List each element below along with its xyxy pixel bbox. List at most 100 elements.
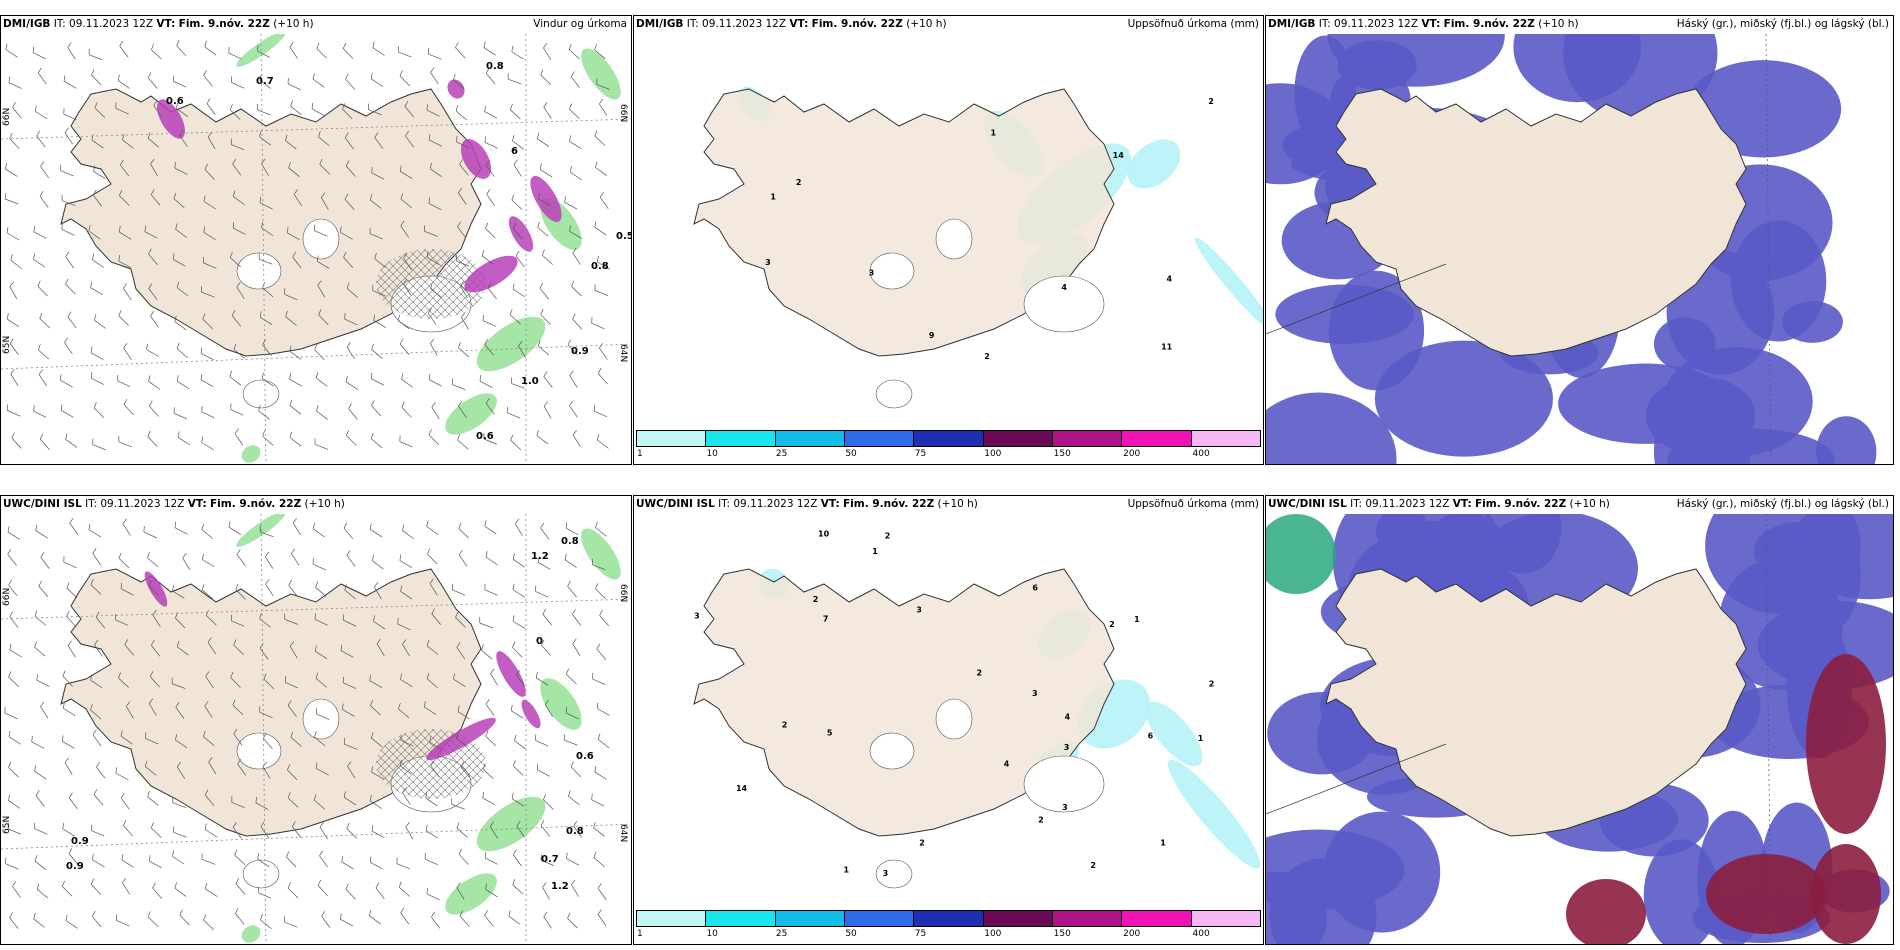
it-value: 09.11.2023 12Z — [69, 18, 154, 30]
vt-label: VT: — [187, 498, 207, 510]
it-value: 09.11.2023 12Z — [733, 498, 818, 510]
accum-value-label: 3 — [1062, 803, 1068, 812]
colorbar-swatch — [844, 911, 915, 926]
panel-title: Uppsöfnuð úrkoma (mm) — [1127, 18, 1259, 30]
colorbar-swatch — [914, 431, 984, 446]
accum-value-label: 1 — [872, 547, 878, 556]
it-value: 09.11.2023 12Z — [1334, 18, 1419, 30]
map-panel-wind: DMI/IGB IT: 09.11.2023 12Z VT: Fim. 9.nó… — [0, 15, 632, 465]
colorbar-tick-label: 10 — [706, 449, 718, 459]
colorbar-swatch — [1052, 911, 1123, 926]
accum-value-label: 1 — [1198, 734, 1204, 743]
cloud-map — [1266, 34, 1893, 464]
colorbar-swatch — [983, 431, 1053, 446]
colorbar-tick-label: 50 — [845, 449, 857, 459]
it-label: IT: — [53, 18, 66, 30]
panel-header: UWC/DINI ISL IT: 09.11.2023 12Z VT: Fim.… — [636, 498, 1259, 512]
precip-value-label: 6 — [511, 146, 518, 157]
map-panel-wind: UWC/DINI ISL IT: 09.11.2023 12Z VT: Fim.… — [0, 495, 632, 945]
axis-labels: 66N66N65N64N20W15W — [2, 584, 628, 842]
map-panel-accum: DMI/IGB IT: 09.11.2023 12Z VT: Fim. 9.nó… — [633, 15, 1264, 465]
vt-label: VT: — [1421, 18, 1441, 30]
colorbar-swatch — [775, 911, 845, 926]
accum-value-label: 3 — [1032, 689, 1038, 698]
precip-value-label: 0.8 — [486, 61, 504, 72]
it-value: 09.11.2023 12Z — [702, 18, 787, 30]
colorbar-swatch — [706, 431, 776, 446]
accum-value-label: 1 — [990, 128, 996, 137]
colorbar — [636, 430, 1261, 447]
vt-label: VT: — [789, 18, 809, 30]
model-name: DMI/IGB — [1268, 18, 1316, 30]
accum-value-label: 2 — [1090, 861, 1096, 870]
axis-label: 66N — [2, 588, 12, 606]
accum-value-label: 4 — [1004, 760, 1010, 769]
accum-value-label: 1 — [1160, 838, 1166, 847]
panel-title: Vindur og úrkoma — [533, 18, 627, 30]
colorbar — [636, 910, 1261, 927]
map-panel-cloud: DMI/IGB IT: 09.11.2023 12Z VT: Fim. 9.nó… — [1265, 15, 1894, 465]
precip-value-label: 0.8 — [591, 261, 609, 272]
accum-value-label: 2 — [977, 668, 983, 677]
vt-label: VT: — [1452, 498, 1472, 510]
colorbar-tick-label: 100 — [984, 929, 1002, 939]
accum-value-label: 7 — [823, 615, 829, 624]
precip-value-label: 0.9 — [571, 346, 589, 357]
accum-value-label: 11 — [1161, 342, 1173, 351]
precip-value-label: 0 — [536, 636, 543, 647]
colorbar-swatch — [983, 911, 1053, 926]
lead-time: (+10 h) — [906, 18, 947, 30]
colorbar-ticks: 1 10 25 50 75 100 150 200 400 — [636, 929, 1261, 941]
colorbar-swatch — [844, 431, 915, 446]
accum-value-label: 14 — [1113, 151, 1125, 160]
colorbar-swatch — [914, 911, 984, 926]
precip-value-label: 0.7 — [541, 854, 559, 865]
colorbar-swatch — [637, 911, 707, 926]
axis-label: 65N — [2, 816, 12, 834]
axis-label: 66N — [2, 108, 12, 126]
iceland-land — [1325, 568, 1747, 837]
it-label: IT: — [718, 498, 731, 510]
colorbar-tick-label: 25 — [775, 929, 788, 939]
model-name: UWC/DINI ISL — [1268, 498, 1347, 510]
map-panel-accum: UWC/DINI ISL IT: 09.11.2023 12Z VT: Fim.… — [633, 495, 1264, 945]
colorbar-tick-label: 200 — [1123, 929, 1141, 939]
precip-value-label: 0.9 — [66, 861, 84, 872]
lead-time: (+10 h) — [937, 498, 978, 510]
colorbar-tick-label: 1 — [637, 929, 643, 939]
model-name: UWC/DINI ISL — [3, 498, 82, 510]
lead-time: (+10 h) — [1569, 498, 1610, 510]
precip-value-label: 0.6 — [576, 751, 594, 762]
panel-title: Uppsöfnuð úrkoma (mm) — [1127, 498, 1259, 510]
panel-header: DMI/IGB IT: 09.11.2023 12Z VT: Fim. 9.nó… — [636, 18, 1259, 32]
axis-label: 66N — [618, 104, 628, 122]
accum-value-label: 2 — [984, 352, 990, 361]
precip-value-label: 1.2 — [551, 881, 569, 892]
lead-time: (+10 h) — [273, 18, 314, 30]
vt-value: Fim. 9.nóv. 22Z — [843, 498, 935, 510]
colorbar-tick-label: 100 — [984, 449, 1002, 459]
accum-value-label: 4 — [1167, 274, 1173, 283]
panel-header: DMI/IGB IT: 09.11.2023 12Z VT: Fim. 9.nó… — [1268, 18, 1889, 32]
colorbar-tick-label: 50 — [845, 929, 857, 939]
precip-value-label: 0.6 — [166, 96, 184, 107]
accum-value-label: 1 — [1134, 615, 1140, 624]
accum-value-label: 2 — [796, 178, 802, 187]
vt-label: VT: — [820, 498, 840, 510]
colorbar-tick-label: 25 — [775, 449, 788, 459]
vt-value: Fim. 9.nóv. 22Z — [210, 498, 302, 510]
colorbar-swatch — [775, 431, 845, 446]
accum-value-label: 2 — [1209, 680, 1215, 689]
precip-value-label: 0.7 — [256, 76, 274, 87]
it-label: IT: — [1350, 498, 1363, 510]
accum-value-label: 3 — [1064, 743, 1070, 752]
axis-label: 64N — [618, 344, 628, 362]
colorbar-tick-label: 400 — [1192, 929, 1210, 939]
accum-value-label: 1 — [770, 192, 776, 201]
accum-value-label: 10 — [818, 529, 830, 538]
colorbar-tick-label: 10 — [706, 929, 718, 939]
accum-value-label: 3 — [916, 606, 922, 615]
accum-value-label: 6 — [1148, 731, 1154, 740]
precip-value-label: 0.9 — [71, 836, 89, 847]
